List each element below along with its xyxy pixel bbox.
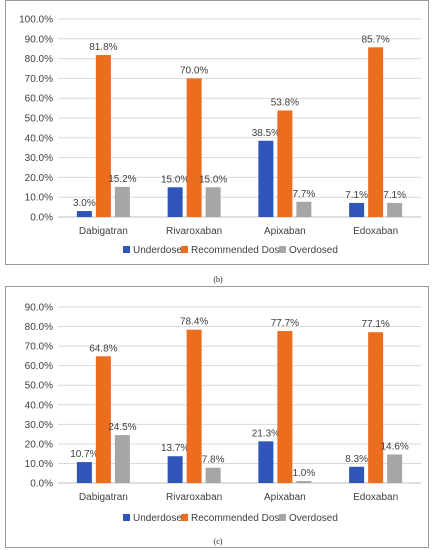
- data-label: 81.8%: [89, 42, 117, 53]
- bar-overdosed-rivaroxaban: [205, 467, 221, 483]
- bar-recommended-dose-dabigatran: [95, 55, 111, 218]
- y-tick-label: 60.0%: [25, 361, 53, 372]
- legend-swatch: [123, 514, 130, 521]
- y-tick-label: 100.0%: [19, 15, 53, 26]
- bar-overdosed-dabigatran: [114, 186, 130, 217]
- y-tick-label: 90.0%: [25, 303, 53, 314]
- legend-label: Recommended Dose: [191, 513, 285, 524]
- y-tick-label: 50.0%: [25, 114, 53, 125]
- x-tick-label: Rivaroxaban: [166, 226, 222, 237]
- data-label: 53.8%: [271, 97, 299, 108]
- x-tick-label: Dabigatran: [79, 226, 128, 237]
- legend: Underdosed Recommended Dose Overdosed: [123, 245, 338, 256]
- data-label: 21.3%: [252, 428, 280, 439]
- x-tick-label: Rivaroxaban: [166, 492, 222, 503]
- data-label: 7.1%: [383, 190, 406, 201]
- bar-underdosed-edoxaban: [349, 466, 365, 483]
- data-label: 70.0%: [180, 65, 208, 76]
- data-label: 24.5%: [108, 422, 136, 433]
- bar-chart-c: 0.0% 10.0% 20.0% 30.0% 40.0% 50.0% 60.0% 70.0% 8…: [25, 303, 421, 524]
- y-tick-label: 40.0%: [25, 400, 53, 411]
- bar-overdosed-apixaban: [296, 481, 312, 483]
- bar-overdosed-rivaroxaban: [205, 187, 221, 217]
- data-label: 15.0%: [161, 174, 189, 185]
- legend: Underdosed Recommended Dose Overdosed: [123, 513, 338, 524]
- legend-swatch: [123, 246, 130, 253]
- data-label: 38.5%: [252, 128, 280, 139]
- bar-recommended-dose-apixaban: [277, 331, 293, 483]
- data-label: 7.1%: [345, 190, 368, 201]
- y-tick-label: 50.0%: [25, 381, 53, 392]
- caption-c: (c): [213, 537, 223, 546]
- chart-panel-b: 0.0% 10.0% 20.0% 30.0% 40.0% 50.0% 60.0% 70.0% 8…: [5, 0, 429, 265]
- x-tick-label: Apixaban: [264, 492, 306, 503]
- data-label: 3.0%: [73, 198, 96, 209]
- y-tick-label: 90.0%: [25, 34, 53, 45]
- bar-overdosed-dabigatran: [114, 435, 130, 483]
- bar-underdosed-dabigatran: [76, 462, 92, 483]
- y-tick-label: 70.0%: [25, 74, 53, 85]
- y-tick-label: 60.0%: [25, 94, 53, 105]
- legend-swatch: [279, 246, 286, 253]
- data-label: 7.7%: [292, 189, 315, 200]
- bar-underdosed-edoxaban: [349, 202, 365, 217]
- y-tick-label: 10.0%: [25, 193, 53, 204]
- bar-recommended-dose-edoxaban: [368, 332, 384, 483]
- caption-b: (b): [213, 275, 223, 284]
- bar-underdosed-apixaban: [258, 441, 274, 483]
- legend-label: Underdosed: [133, 245, 187, 256]
- data-label: 15.2%: [108, 174, 136, 185]
- legend-label: Overdosed: [289, 245, 338, 256]
- x-tick-label: Edoxaban: [353, 226, 398, 237]
- y-tick-label: 80.0%: [25, 322, 53, 333]
- bar-overdosed-edoxaban: [387, 202, 403, 217]
- bar-underdosed-apixaban: [258, 140, 274, 217]
- bar-underdosed-dabigatran: [76, 211, 92, 217]
- data-label: 7.8%: [202, 455, 225, 466]
- legend-label: Overdosed: [289, 513, 338, 524]
- y-tick-label: 30.0%: [25, 153, 53, 164]
- bar-recommended-dose-apixaban: [277, 110, 293, 217]
- y-tick-label: 0.0%: [30, 479, 53, 490]
- data-label: 15.0%: [199, 174, 227, 185]
- data-label: 14.6%: [380, 441, 408, 452]
- bar-overdosed-edoxaban: [387, 454, 403, 483]
- bar-overdosed-apixaban: [296, 201, 312, 217]
- bar-recommended-dose-rivaroxaban: [186, 329, 202, 483]
- x-tick-label: Edoxaban: [353, 492, 398, 503]
- bar-recommended-dose-edoxaban: [368, 47, 384, 218]
- bar-recommended-dose-rivaroxaban: [186, 78, 202, 218]
- legend-label: Underdosed: [133, 513, 187, 524]
- data-label: 85.7%: [361, 34, 389, 45]
- chart-panel-c: 0.0% 10.0% 20.0% 30.0% 40.0% 50.0% 60.0% 70.0% 8…: [5, 286, 429, 548]
- bar-underdosed-rivaroxaban: [167, 187, 183, 217]
- legend-swatch: [279, 514, 286, 521]
- y-tick-label: 20.0%: [25, 439, 53, 450]
- bar-underdosed-rivaroxaban: [167, 456, 183, 483]
- y-tick-label: 0.0%: [30, 213, 53, 224]
- legend-label: Recommended Dose: [191, 245, 285, 256]
- bar-recommended-dose-dabigatran: [95, 356, 111, 483]
- data-label: 8.3%: [345, 454, 368, 465]
- x-tick-label: Dabigatran: [79, 492, 128, 503]
- y-tick-label: 80.0%: [25, 54, 53, 65]
- data-label: 78.4%: [180, 317, 208, 328]
- legend-swatch: [181, 246, 188, 253]
- data-label: 13.7%: [161, 443, 189, 454]
- y-tick-label: 70.0%: [25, 342, 53, 353]
- data-label: 77.7%: [271, 318, 299, 329]
- data-label: 10.7%: [70, 449, 98, 460]
- y-tick-label: 20.0%: [25, 173, 53, 184]
- x-tick-label: Apixaban: [264, 226, 306, 237]
- legend-swatch: [181, 514, 188, 521]
- y-tick-label: 30.0%: [25, 420, 53, 431]
- bar-chart-b: 0.0% 10.0% 20.0% 30.0% 40.0% 50.0% 60.0% 70.0% 8…: [19, 15, 421, 256]
- data-label: 64.8%: [89, 343, 117, 354]
- y-tick-label: 40.0%: [25, 133, 53, 144]
- y-tick-label: 10.0%: [25, 459, 53, 470]
- data-label: 1.0%: [292, 468, 315, 479]
- data-label: 77.1%: [361, 319, 389, 330]
